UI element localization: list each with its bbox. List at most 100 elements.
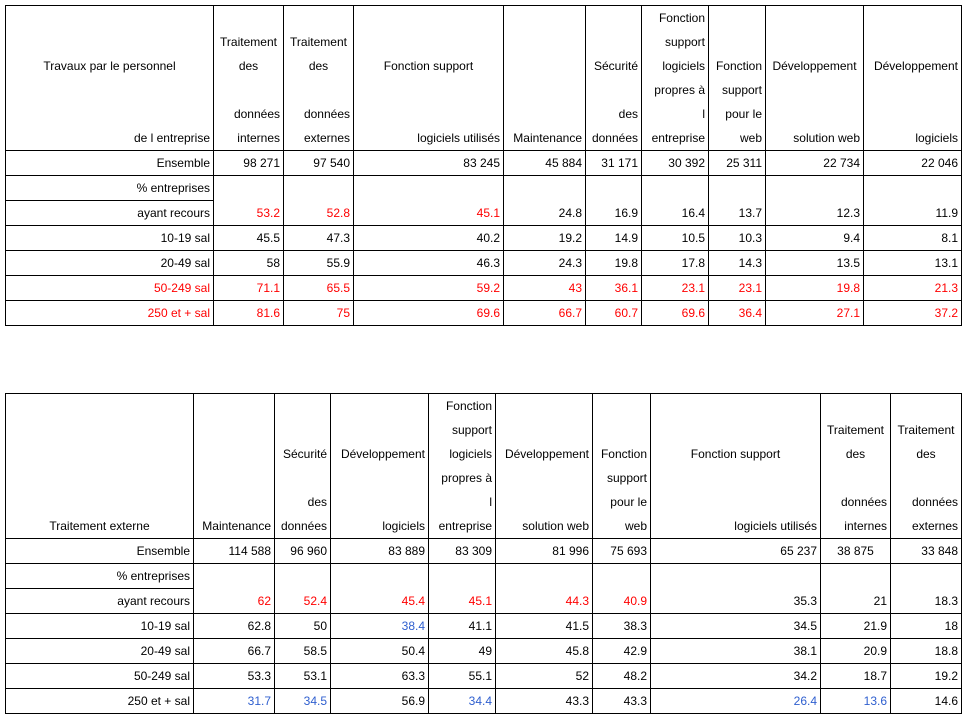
column-header-top: Développement — [495, 393, 593, 466]
column-header-top: Développement — [330, 393, 429, 466]
cell-value: 41.1 — [428, 613, 496, 639]
column-header-bottom: solution web — [495, 466, 593, 539]
cell-value: 13.5 — [765, 250, 864, 276]
header-line: Sécurité — [282, 447, 327, 461]
cell-value: 18.3 — [890, 563, 962, 614]
row-label: 250 et + sal — [5, 688, 194, 714]
cell-value: 65.5 — [283, 275, 354, 301]
cell-value: 35.3 — [650, 563, 821, 614]
header-line: l — [702, 107, 705, 121]
table-row: 250 et + sal 31.7 34.5 56.9 34.4 43.3 43.3 26.4… — [5, 688, 962, 714]
cell-value: 33 848 — [890, 538, 962, 564]
cell-value: 20.9 — [820, 638, 891, 664]
table-row: 10-19 sal 45.5 47.3 40.2 19.2 14.9 10.5 10.3 9.4… — [5, 225, 962, 251]
cell-value: 43.3 — [592, 688, 651, 714]
cell-value: 58 — [213, 250, 284, 276]
header-line: Traitement — [290, 35, 347, 49]
header-line: externes — [303, 131, 350, 145]
column-header: Maintenance — [503, 5, 586, 151]
cell-value: 83 889 — [330, 538, 429, 564]
cell-value: 14.6 — [890, 688, 962, 714]
header-line: internes — [237, 131, 280, 145]
cell-value: 22 734 — [765, 150, 864, 176]
cell-value: 53.1 — [274, 663, 331, 689]
cell-value: 9.4 — [765, 225, 864, 251]
header-line: Développement — [772, 59, 857, 73]
header-line: Fonction — [445, 399, 492, 413]
cell-value: 21.9 — [820, 613, 891, 639]
cell-value: 14.3 — [708, 250, 766, 276]
header-row-bottom: de l entreprise données internes données ext… — [5, 78, 962, 151]
cell-value: 37.2 — [863, 300, 962, 326]
row-label: % entreprises — [5, 563, 194, 589]
cell-value: 19.8 — [585, 250, 642, 276]
cell-value: 17.8 — [641, 250, 709, 276]
column-header: Fonction support pour le web — [708, 5, 766, 151]
cell-value: 75 693 — [592, 538, 651, 564]
header-line: Fonction — [600, 447, 647, 461]
cell-value: 69.6 — [353, 300, 504, 326]
header-line: données — [280, 519, 327, 533]
cell-value: 58.5 — [274, 638, 331, 664]
row-label: ayant recours — [5, 588, 194, 614]
column-header: Traitement externe — [5, 393, 194, 539]
column-header-bottom: données internes — [213, 78, 284, 151]
cell-value: 42.9 — [592, 638, 651, 664]
header-line: web — [624, 519, 647, 533]
cell-value: 98 271 — [213, 150, 284, 176]
column-header-top: Développement — [863, 5, 962, 78]
column-header-bottom: des données — [585, 78, 642, 151]
header-line: des — [845, 447, 866, 461]
column-header-top: Développement — [765, 5, 864, 78]
cell-value: 63.3 — [330, 663, 429, 689]
column-header-bottom: logiciels utilisés — [650, 466, 821, 539]
column-header-bottom: données internes — [820, 466, 891, 539]
cell-value: 45.5 — [213, 225, 284, 251]
cell-value: 38 875 — [820, 538, 891, 564]
cell-value: 60.7 — [585, 300, 642, 326]
header-line: pour le — [610, 495, 647, 509]
cell-value: 21 — [820, 563, 891, 614]
header-line: des — [238, 59, 259, 73]
header-line: Travaux par le personnel — [43, 59, 176, 73]
header-line: données — [840, 495, 887, 509]
row-label: 10-19 sal — [5, 225, 214, 251]
table-row: 250 et + sal 81.6 75 69.6 66.7 60.7 69.6 36.4 27… — [5, 300, 962, 326]
row-label: Ensemble — [5, 150, 214, 176]
cell-value: 44.3 — [495, 563, 593, 614]
cell-value: 52 — [495, 663, 593, 689]
header-line: solution web — [793, 131, 860, 145]
column-header-top: Traitement des — [213, 5, 284, 78]
header-line: support — [451, 423, 492, 437]
cell-value: 71.1 — [213, 275, 284, 301]
table-row: 10-19 sal 62.8 50 38.4 41.1 41.5 38.3 34.5 21.9 1… — [5, 613, 962, 639]
header-line: propres à — [441, 471, 492, 485]
cell-value: 55.9 — [283, 250, 354, 276]
cell-value: 38.4 — [330, 613, 429, 639]
column-header-top: Fonction support — [650, 393, 821, 466]
header-line: support — [664, 35, 705, 49]
header-line: support — [721, 83, 762, 97]
cell-value: 43.3 — [495, 688, 593, 714]
cell-value: 16.9 — [585, 175, 642, 226]
table-row: 50-249 sal 71.1 65.5 59.2 43 36.1 23.1 23.1 19.8… — [5, 275, 962, 301]
cell-value: 48.2 — [592, 663, 651, 689]
row-label: 50-249 sal — [5, 663, 194, 689]
header-line: solution web — [522, 519, 589, 533]
header-line: Sécurité — [593, 59, 638, 73]
row-label: ayant recours — [5, 200, 214, 226]
column-header-top: Sécurité — [585, 5, 642, 78]
cell-value: 25 311 — [708, 150, 766, 176]
cell-value: 13.6 — [820, 688, 891, 714]
cell-value: 45.1 — [353, 175, 504, 226]
header-line: propres à — [654, 83, 705, 97]
cell-value: 45.1 — [428, 563, 496, 614]
header-line: des — [916, 447, 936, 461]
column-header-bottom: de l entreprise — [5, 78, 214, 151]
column-header-top: Travaux par le personnel — [5, 5, 214, 78]
column-header-bottom: solution web — [765, 78, 864, 151]
row-label: 20-49 sal — [5, 638, 194, 664]
cell-value: 50.4 — [330, 638, 429, 664]
cell-value: 19.8 — [765, 275, 864, 301]
row-label: 50-249 sal — [5, 275, 214, 301]
